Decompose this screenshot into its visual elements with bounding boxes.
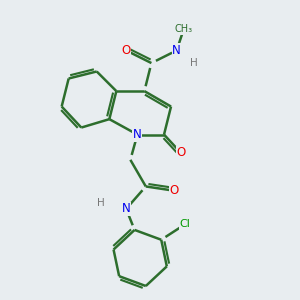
Text: N: N [172, 44, 181, 57]
Text: N: N [133, 128, 142, 141]
Text: H: H [190, 58, 197, 68]
Text: Cl: Cl [180, 219, 190, 229]
Text: CH₃: CH₃ [175, 24, 193, 34]
Text: O: O [169, 184, 178, 197]
Text: O: O [176, 146, 185, 159]
Text: N: N [122, 202, 130, 215]
Text: O: O [122, 44, 131, 57]
Text: H: H [97, 198, 105, 208]
